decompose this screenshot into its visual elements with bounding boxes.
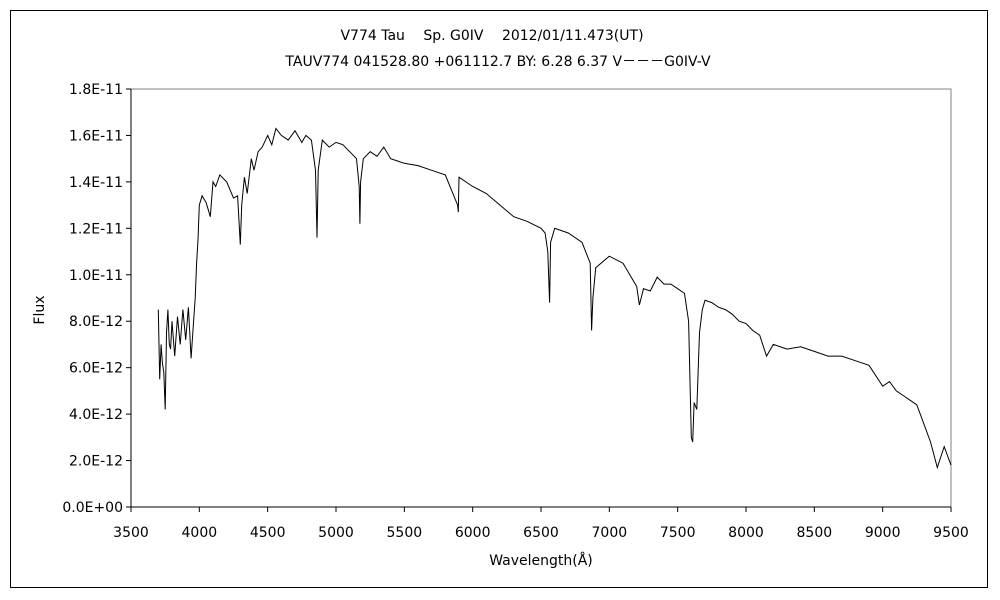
y-tick-label: 8.0E-12 bbox=[69, 314, 123, 330]
y-axis-label: Flux bbox=[32, 295, 48, 324]
x-tick-label: 3500 bbox=[113, 525, 149, 541]
x-tick-label: 9000 bbox=[865, 525, 901, 541]
y-tick-label: 6.0E-12 bbox=[69, 361, 123, 377]
x-tick-label: 7000 bbox=[592, 525, 628, 541]
x-tick-label: 8000 bbox=[728, 525, 764, 541]
y-tick-label: 1.2E-11 bbox=[69, 221, 123, 237]
y-tick-label: 2.0E-12 bbox=[69, 454, 123, 470]
y-tick-label: 4.0E-12 bbox=[69, 407, 123, 423]
x-tick-label: 9500 bbox=[933, 525, 969, 541]
x-tick-label: 6000 bbox=[455, 525, 491, 541]
y-tick-label: 1.0E-11 bbox=[69, 268, 123, 284]
x-tick-label: 4000 bbox=[182, 525, 218, 541]
plot-area bbox=[130, 88, 952, 508]
y-tick-label: 1.4E-11 bbox=[69, 175, 123, 191]
x-tick-label: 4500 bbox=[250, 525, 286, 541]
x-axis-label: Wavelength(Å) bbox=[489, 552, 593, 569]
y-tick-label: 0.0E+00 bbox=[62, 500, 123, 516]
x-tick-label: 5000 bbox=[318, 525, 354, 541]
flux-series-line bbox=[157, 127, 952, 470]
x-tick-label: 7500 bbox=[660, 525, 696, 541]
x-tick-label: 8500 bbox=[797, 525, 833, 541]
y-tick-label: 1.6E-11 bbox=[69, 128, 123, 144]
x-tick-label: 6500 bbox=[523, 525, 559, 541]
chart-title-line1: V774 Tau Sp. G0IV 2012/01/11.473(UT) bbox=[340, 28, 643, 44]
chart-frame bbox=[10, 10, 988, 588]
y-tick-label: 1.8E-11 bbox=[69, 82, 123, 98]
chart-title-line2: TAUV774 041528.80 +061112.7 BY: 6.28 6.3… bbox=[284, 54, 711, 70]
x-tick-label: 5500 bbox=[387, 525, 423, 541]
